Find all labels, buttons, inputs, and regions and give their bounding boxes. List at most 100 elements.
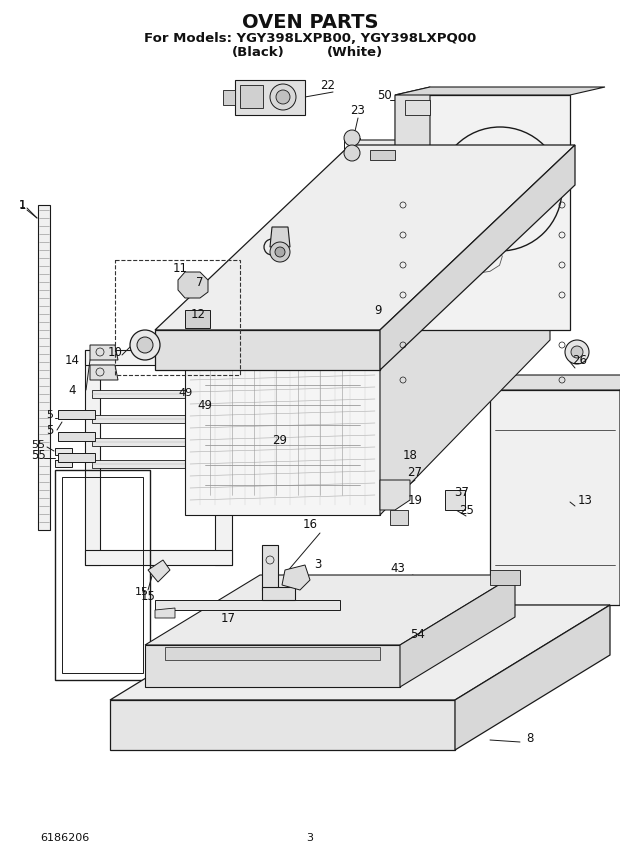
Text: 4: 4 (68, 383, 76, 396)
Polygon shape (395, 95, 570, 330)
Text: 37: 37 (454, 485, 469, 498)
Text: 54: 54 (410, 628, 425, 641)
Polygon shape (282, 565, 310, 590)
Polygon shape (92, 460, 230, 468)
Polygon shape (155, 600, 340, 610)
Polygon shape (110, 605, 610, 700)
Text: 1: 1 (19, 200, 25, 210)
Circle shape (344, 145, 360, 161)
Circle shape (571, 346, 583, 358)
Polygon shape (262, 587, 295, 600)
Circle shape (276, 90, 290, 104)
Text: 49: 49 (179, 388, 193, 398)
Polygon shape (215, 350, 232, 565)
Text: 3: 3 (306, 833, 314, 843)
Circle shape (565, 340, 589, 364)
Polygon shape (185, 315, 380, 515)
Polygon shape (400, 575, 515, 687)
Text: 12: 12 (190, 308, 205, 322)
Polygon shape (92, 390, 230, 398)
Polygon shape (490, 390, 620, 605)
Text: 50: 50 (378, 88, 392, 102)
Polygon shape (38, 205, 50, 530)
Polygon shape (145, 645, 400, 687)
Text: 5: 5 (46, 410, 53, 420)
Text: 13: 13 (578, 494, 593, 507)
Polygon shape (380, 140, 550, 515)
Polygon shape (270, 227, 290, 247)
Polygon shape (148, 560, 170, 582)
Polygon shape (145, 575, 515, 645)
Polygon shape (85, 350, 100, 565)
Text: 29: 29 (273, 433, 288, 447)
Text: 10: 10 (107, 346, 122, 359)
Text: 7: 7 (197, 276, 204, 288)
Polygon shape (390, 510, 408, 525)
Polygon shape (455, 605, 610, 750)
Text: 55: 55 (30, 449, 45, 461)
Circle shape (270, 242, 290, 262)
Polygon shape (370, 150, 395, 160)
Polygon shape (85, 350, 232, 365)
Text: 18: 18 (402, 449, 417, 461)
Text: OVEN PARTS: OVEN PARTS (242, 13, 378, 32)
Text: 11: 11 (172, 261, 187, 275)
Text: 26: 26 (572, 354, 588, 366)
Polygon shape (90, 365, 118, 380)
Text: 6186206: 6186206 (40, 833, 89, 843)
Circle shape (275, 247, 285, 257)
Polygon shape (380, 145, 575, 370)
Polygon shape (110, 700, 455, 750)
Text: 55: 55 (31, 440, 45, 450)
Circle shape (137, 337, 153, 353)
Polygon shape (55, 448, 72, 455)
Text: 16: 16 (303, 519, 317, 532)
Text: 9: 9 (374, 304, 382, 317)
Polygon shape (395, 87, 430, 330)
Polygon shape (58, 410, 95, 419)
Text: 1: 1 (18, 199, 26, 211)
Text: 23: 23 (350, 104, 365, 116)
Polygon shape (235, 80, 305, 115)
Polygon shape (155, 608, 175, 618)
Text: 15: 15 (141, 590, 156, 603)
Text: 43: 43 (391, 562, 405, 574)
Text: 22: 22 (321, 79, 335, 92)
Polygon shape (185, 310, 210, 328)
Text: (Black): (Black) (232, 45, 285, 58)
Text: 15: 15 (135, 587, 149, 597)
Polygon shape (92, 438, 230, 446)
Polygon shape (85, 550, 232, 565)
Polygon shape (262, 545, 278, 590)
Polygon shape (165, 647, 380, 660)
Text: 5: 5 (46, 424, 54, 437)
Text: 19: 19 (407, 494, 422, 507)
Polygon shape (58, 453, 95, 462)
Circle shape (130, 330, 160, 360)
Polygon shape (405, 100, 430, 115)
Polygon shape (490, 375, 620, 390)
Polygon shape (395, 87, 605, 95)
Text: 3: 3 (314, 558, 322, 572)
Text: 8: 8 (526, 732, 534, 745)
Polygon shape (240, 85, 263, 108)
Circle shape (270, 84, 296, 110)
Polygon shape (445, 490, 465, 510)
Text: 17: 17 (221, 611, 236, 625)
Text: For Models: YGY398LXPB00, YGY398LXPQ00: For Models: YGY398LXPB00, YGY398LXPQ00 (144, 32, 476, 45)
Polygon shape (90, 345, 118, 360)
Polygon shape (380, 480, 410, 510)
Polygon shape (223, 90, 235, 105)
Polygon shape (178, 272, 208, 298)
Polygon shape (58, 432, 95, 441)
Text: 14: 14 (64, 354, 79, 366)
Text: 27: 27 (407, 466, 422, 479)
Polygon shape (55, 460, 72, 467)
Polygon shape (185, 140, 550, 315)
Circle shape (492, 181, 508, 197)
Polygon shape (155, 145, 575, 330)
Text: 25: 25 (459, 503, 474, 516)
Polygon shape (490, 570, 520, 585)
Polygon shape (155, 330, 380, 370)
Circle shape (344, 130, 360, 146)
